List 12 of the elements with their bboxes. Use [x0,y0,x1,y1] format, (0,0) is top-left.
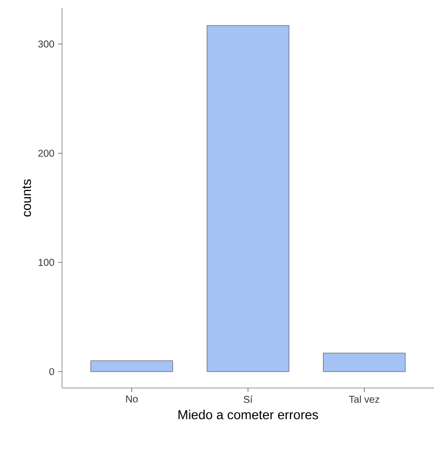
y-tick-label: 300 [38,40,54,48]
x-tick-label: Tal vez [348,396,380,403]
x-tick-label: No [126,396,138,402]
y-axis-title: counts [22,179,32,217]
bar [90,360,173,372]
y-tick-label: 200 [38,150,54,157]
y-tick-label: 0 [49,368,54,376]
bar [206,25,290,372]
x-tick-label: Sí [244,396,253,403]
x-axis-title: Miedo a cometer errores [178,410,318,420]
bar [323,352,406,372]
y-tick-label: 100 [38,258,54,266]
